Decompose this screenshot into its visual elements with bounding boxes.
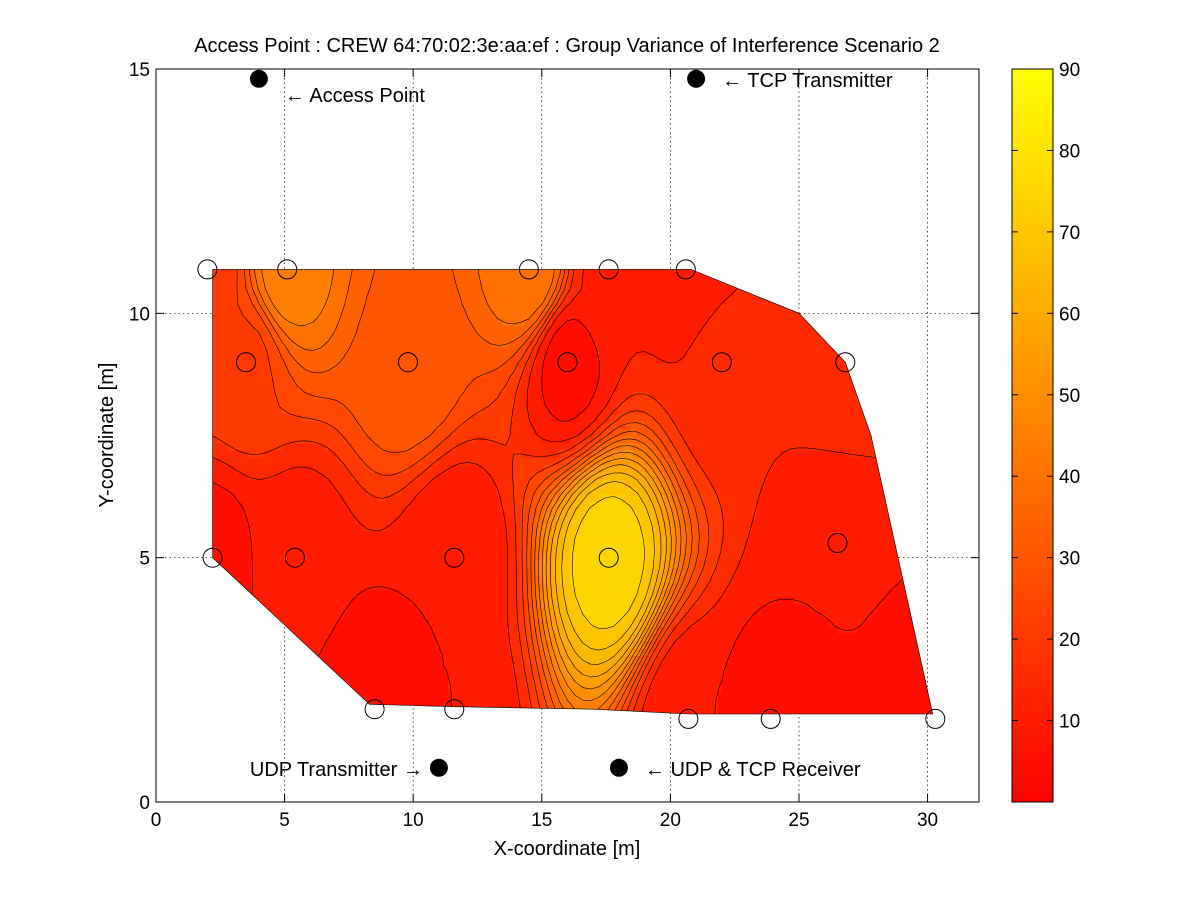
contour-lines [212, 269, 933, 714]
x-tick-label: 0 [151, 810, 162, 831]
chart-title: Access Point : CREW 64:70:02:3e:aa:ef : … [194, 35, 940, 57]
device-label: ← TCP Transmitter [722, 70, 893, 92]
x-tick-label: 20 [660, 810, 681, 831]
y-tick-label: 5 [139, 549, 150, 570]
measurement-point [675, 259, 696, 280]
colorbar-tick-label: 90 [1059, 60, 1080, 81]
measurement-point [598, 259, 619, 280]
measurement-point [277, 259, 298, 280]
colorbar-frame [1011, 68, 1054, 803]
measurement-point [202, 547, 223, 568]
device-marker [429, 758, 448, 777]
measurement-point [398, 352, 418, 373]
measurement-point [444, 699, 465, 720]
contour-line [253, 269, 687, 714]
measurement-point [236, 352, 256, 373]
measurement-point [678, 708, 699, 729]
y-tick-label: 0 [139, 793, 150, 814]
measurement-point [827, 533, 848, 553]
measurement-point [364, 699, 385, 720]
plot-frame [155, 68, 980, 803]
contour-line [212, 269, 724, 714]
colorbar-tick-label: 30 [1059, 549, 1080, 570]
colorbar-tick-label: 80 [1059, 141, 1080, 162]
measurement-point [760, 708, 781, 729]
contour-line [561, 481, 655, 651]
measurement-point [835, 352, 856, 373]
colorbar-gradient [1012, 69, 1053, 802]
x-axis-title: X-coordinate [m] [494, 838, 641, 860]
y-tick-label: 10 [129, 304, 150, 325]
grid-lines [156, 69, 979, 802]
device-marker [687, 69, 706, 88]
measurement-point [711, 352, 732, 373]
x-tick-label: 15 [531, 810, 552, 831]
device-label: ← Access Point [285, 85, 426, 107]
colorbar-tick-label: 20 [1059, 630, 1080, 651]
colorbar-tick-label: 50 [1059, 386, 1080, 407]
colorbar-tick-label: 40 [1059, 467, 1080, 488]
colorbar: 10 20 30 40 50 60 70 80 90 [1011, 60, 1080, 803]
colorbar-tick-label: 60 [1059, 304, 1080, 325]
measurement-points [197, 259, 946, 729]
colorbar-ticks: 10 20 30 40 50 60 70 80 90 [1012, 60, 1080, 733]
y-axis-title: Y-coordinate [m] [96, 363, 118, 508]
contour-line [555, 472, 662, 665]
measurement-point [284, 547, 305, 568]
contour-line [243, 269, 700, 714]
device-label: UDP Transmitter → [250, 759, 423, 781]
contour-line [248, 269, 693, 714]
measurement-point [444, 547, 465, 568]
measurement-point [197, 259, 218, 280]
measurement-point [925, 708, 946, 729]
device-markers: ← Access Point ← TCP Transmitter UDP Trans… [249, 69, 893, 781]
contour-line [545, 458, 672, 690]
axis-ticks [155, 68, 979, 803]
x-tick-label: 30 [917, 810, 938, 831]
measurement-point [598, 547, 619, 568]
device-marker [609, 758, 628, 777]
measurement-point [557, 352, 578, 373]
measured-region-outline [212, 269, 934, 715]
tick-labels: 0 5 10 15 20 25 30 0 5 10 15 [129, 60, 938, 831]
contour-line [212, 269, 933, 714]
measurement-point [518, 259, 539, 280]
x-tick-label: 10 [403, 810, 424, 831]
x-tick-label: 25 [788, 810, 809, 831]
contour-line [541, 451, 677, 701]
device-marker [249, 69, 268, 88]
colorbar-tick-label: 10 [1059, 712, 1080, 733]
colorbar-tick-label: 70 [1059, 223, 1080, 244]
device-label: ← UDP & TCP Receiver [645, 759, 861, 781]
contour-line [571, 496, 645, 629]
y-tick-label: 15 [129, 60, 150, 81]
contour-line [550, 464, 667, 678]
contour-line [236, 269, 710, 714]
x-tick-label: 5 [279, 810, 290, 831]
contour-line [260, 269, 682, 714]
